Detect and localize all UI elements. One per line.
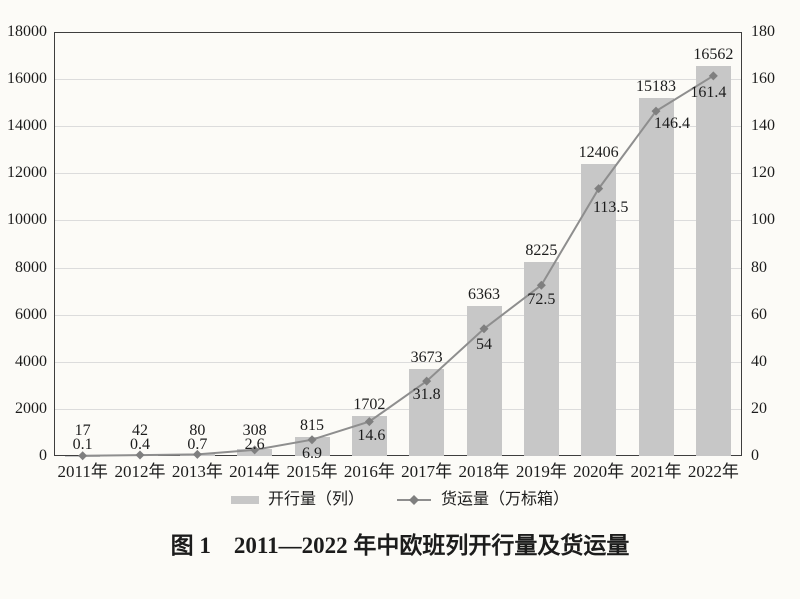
bar-value-label: 1702	[353, 395, 386, 413]
bar-value-label: 3673	[410, 349, 443, 367]
freight-value-label: 0.4	[130, 436, 150, 453]
freight-value-label: 113.5	[592, 198, 629, 216]
freight-value-label: 0.1	[72, 436, 93, 453]
right-axis-tick: 60	[751, 305, 767, 323]
x-axis-label: 2018年	[458, 462, 510, 481]
left-axis-tick: 14000	[7, 117, 47, 135]
bar-value-label: 17	[74, 422, 91, 439]
left-axis-tick: 8000	[15, 258, 47, 276]
right-axis-tick: 80	[751, 258, 767, 276]
x-axis-label: 2015年	[286, 462, 338, 481]
x-axis-label: 2013年	[171, 462, 223, 481]
right-axis-tick: 20	[751, 399, 767, 417]
x-axis-label: 2014年	[229, 462, 281, 481]
left-axis-tick: 4000	[15, 352, 47, 370]
left-axis-tick: 10000	[7, 211, 47, 229]
right-axis-tick: 120	[751, 164, 775, 182]
bar	[466, 306, 502, 456]
left-axis-tick: 0	[39, 447, 47, 464]
left-axis-tick: 2000	[15, 399, 47, 417]
left-axis-tick: 16000	[7, 70, 47, 88]
freight-value-label: 54	[476, 335, 492, 353]
bar-value-label: 12406	[578, 143, 619, 161]
bar-value-label: 42	[132, 422, 148, 439]
right-axis-tick: 140	[751, 117, 775, 135]
bar	[65, 455, 101, 456]
bar-value-label: 80	[189, 422, 206, 439]
bar-value-label: 815	[300, 416, 324, 434]
x-axis-label: 2016年	[343, 462, 395, 481]
right-axis-tick: 0	[751, 447, 759, 464]
right-axis-tick: 100	[751, 211, 775, 229]
legend-bar-label: 开行量（列）	[267, 491, 364, 508]
legend-line-label: 货运量（万标箱）	[441, 491, 570, 508]
x-axis-label: 2020年	[573, 462, 625, 481]
x-axis-label: 2019年	[515, 462, 567, 481]
freight-value-label: 0.7	[187, 436, 208, 453]
legend: 开行量（列） 货运量（万标箱）	[0, 490, 800, 510]
bar-value-label: 8225	[525, 242, 558, 260]
freight-value-label: 6.9	[302, 444, 322, 462]
right-axis-tick: 40	[751, 352, 767, 370]
bar	[122, 455, 158, 456]
freight-value-label: 161.4	[690, 83, 727, 101]
bar-value-label: 308	[242, 422, 267, 439]
x-axis-label: 2022年	[687, 462, 739, 481]
legend-line-swatch-icon	[397, 495, 431, 505]
freight-value-label: 2.6	[244, 436, 265, 453]
bar	[409, 369, 445, 456]
left-axis-tick: 6000	[15, 305, 47, 323]
right-axis-tick: 180	[751, 23, 775, 40]
bar-value-label: 6363	[468, 286, 500, 304]
x-axis-label: 2021年	[630, 462, 682, 481]
freight-value-label: 31.8	[412, 386, 441, 404]
bar-value-label: 15183	[636, 78, 676, 96]
x-axis-label: 2011年	[57, 462, 108, 481]
bar	[638, 98, 674, 456]
freight-value-label: 14.6	[357, 426, 386, 444]
x-axis-label: 2017年	[401, 462, 453, 481]
freight-value-label: 72.5	[527, 291, 556, 309]
x-axis-label: 2012年	[114, 462, 166, 481]
figure-caption: 图 1 2011—2022 年中欧班列开行量及货运量	[170, 533, 630, 558]
freight-value-label: 146.4	[654, 115, 690, 133]
left-axis-tick: 18000	[7, 23, 47, 40]
bar	[179, 454, 215, 456]
left-axis-tick: 12000	[7, 164, 47, 182]
bar-value-label: 16562	[693, 45, 734, 63]
right-axis-tick: 160	[751, 70, 775, 88]
legend-bar-swatch-icon	[230, 496, 259, 504]
